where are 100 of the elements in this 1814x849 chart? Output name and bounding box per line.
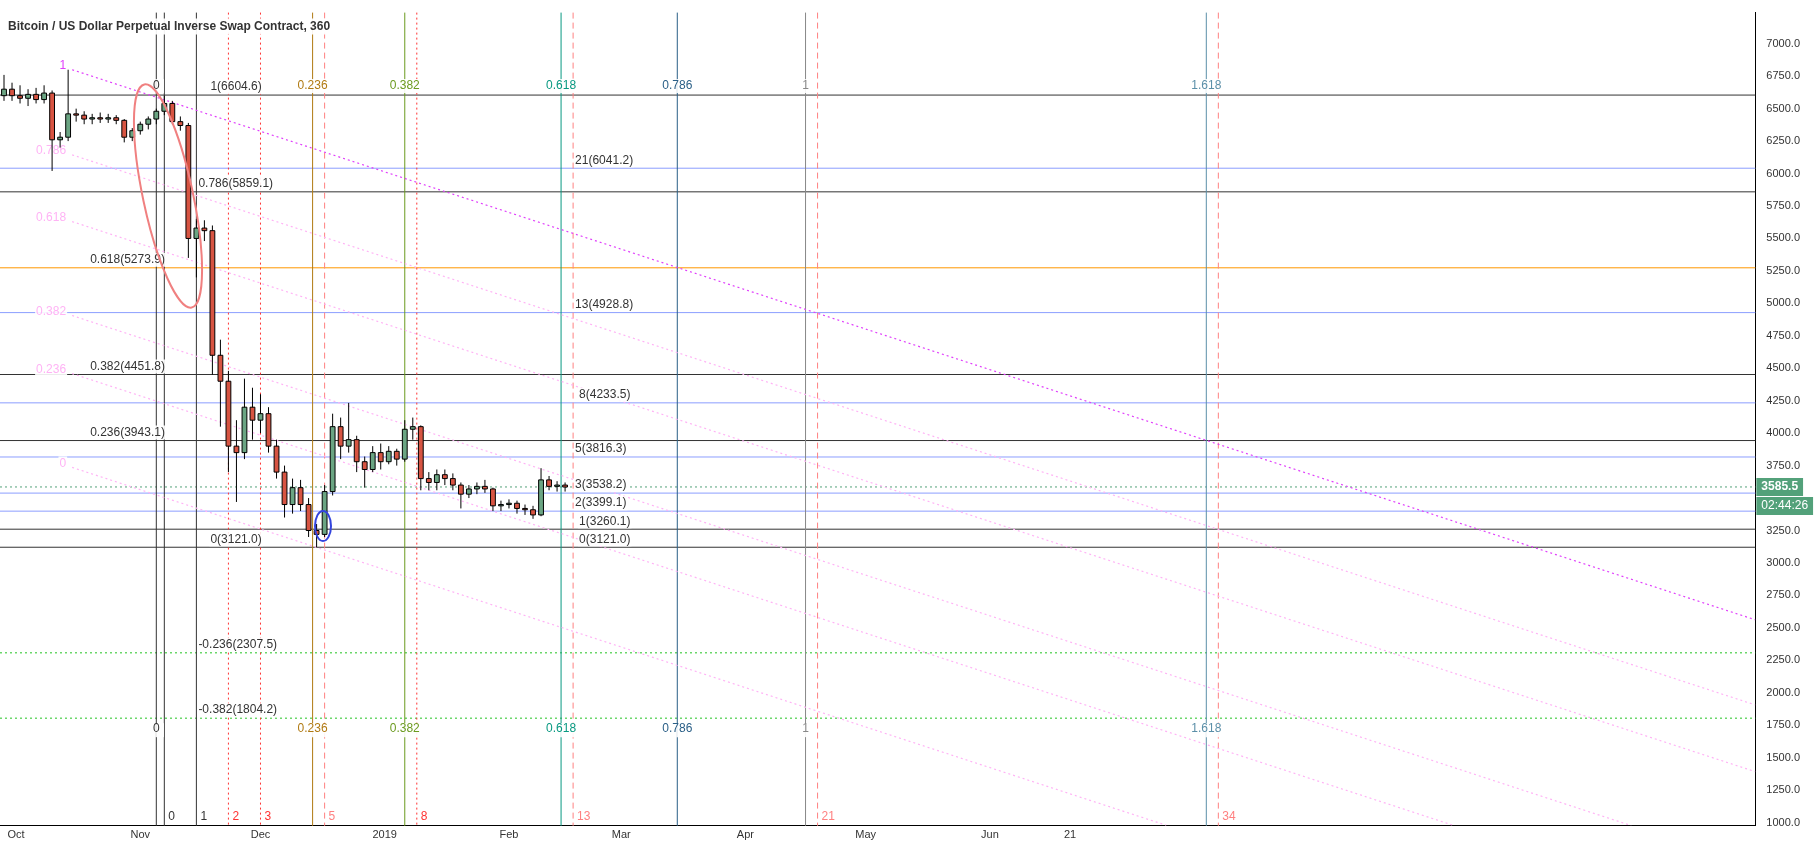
text: 1 [802,78,809,93]
ref-line-label: 1.618 [1191,78,1222,93]
candlestick [514,500,520,515]
candlestick [474,481,480,495]
x-tick-label: Feb [499,828,519,841]
annotation: 1(6604.6) [210,79,262,94]
text: 0.236 [297,721,328,736]
y-tick-label: 4250.0 [1766,393,1801,406]
annotation: 0.786(5859.1) [198,176,274,191]
text: Bitcoin / US Dollar Perpetual Inverse Swap Contract, 360 [8,18,331,33]
y-tick-label: 6750.0 [1766,69,1801,82]
annotation: 3(3538.2) [575,477,627,492]
y-tick-label: 2250.0 [1766,653,1801,666]
candlestick [562,481,568,493]
y-tick-label: 6500.0 [1766,101,1801,114]
text: 0 [152,78,160,93]
y-tick-label: 2000.0 [1766,685,1801,698]
candlestick [297,479,304,512]
candlestick [441,469,448,486]
y-tick-label: 4000.0 [1766,426,1801,439]
text: 0.618 [546,721,577,736]
ref-line-label: 21 [821,809,836,824]
y-tick-label: 5750.0 [1766,199,1801,212]
x-tick-label: Apr [736,828,755,841]
candlestick [377,443,384,470]
ref-line-label: 0.786 [662,78,693,93]
series-label: 0 [59,455,67,470]
x-tick-label: 21 [1063,828,1077,841]
y-tick-label: 3000.0 [1766,555,1801,568]
annotation: 2(3399.1) [575,495,627,510]
y-tick-label: 1250.0 [1766,783,1801,796]
candlestick [369,445,376,473]
ref-line-label: 34 [1222,809,1236,824]
annotation: 1(3260.1) [579,513,631,528]
candlestick [33,87,39,104]
y-tick-label: 5000.0 [1766,296,1801,309]
series-label: 0.382 [36,303,67,318]
candlestick [554,480,560,493]
candlestick [506,498,512,509]
y-tick-label: 1000.0 [1766,815,1801,828]
candlestick [498,500,504,512]
annotation: -0.236(2307.5) [198,637,278,652]
candlestick [522,504,528,516]
ref-line-label: 0 [152,721,160,736]
candlestick [41,84,47,104]
candlestick [65,69,72,142]
candlestick [25,88,31,107]
candlestick [1,74,7,102]
y-tick-label: 2500.0 [1766,620,1801,633]
series-label: 0.236 [36,361,67,376]
ref-line-label: 3585.5 [1761,479,1799,494]
ref-line-label: 0.236 [297,78,328,93]
candlestick [425,471,432,491]
y-tick-label: 2750.0 [1766,588,1801,601]
y-tick-label: 6000.0 [1766,166,1801,179]
annotation: 21(6041.2) [575,152,634,167]
candlestick [482,479,488,494]
candlestick [385,445,392,465]
candlestick [201,219,208,242]
candlestick [289,478,296,515]
x-tick-label: 2019 [372,828,397,841]
y-tick-label: 3250.0 [1766,523,1801,536]
y-tick-label: 4500.0 [1766,361,1801,374]
y-tick-label: 3750.0 [1766,458,1801,471]
y-tick-label: 1750.0 [1766,718,1801,731]
text: 1.618 [1191,721,1222,736]
ref-line-label: 2 [232,809,240,824]
candlestick [17,84,23,104]
ref-line-label: 0.382 [389,78,421,93]
series-label: 1 [59,58,67,73]
y-tick-label: 7000.0 [1766,36,1801,49]
y-tick-label: 1500.0 [1766,750,1801,763]
candlestick [9,82,15,102]
candlestick [409,417,416,441]
annotation: 13(4928.8) [575,296,634,311]
candlestick [193,218,200,278]
ref-line-label: 1 [802,721,810,736]
annotation: 0(3121.0) [210,531,262,546]
text: 0.786 [662,721,693,736]
candlestick [465,484,472,499]
annotation: -0.382(1804.2) [198,702,278,717]
text: 0.382 [389,721,420,736]
annotation: 0.382(4451.8) [90,358,165,373]
candlestick [449,472,456,491]
x-tick-label: Mar [611,828,631,841]
annotation: 8(4233.5) [579,387,631,402]
ref-line-label: 5 [328,809,336,824]
x-tick-label: May [855,828,877,841]
ref-line-label: 8 [420,809,428,824]
ref-line-label: 0.618 [546,78,577,93]
y-tick-label: 4750.0 [1766,328,1801,341]
candlestick [530,505,536,520]
x-tick-label: Nov [130,828,151,841]
ref-line-label: 0 [168,809,176,824]
annotation: 0(3121.0) [579,531,631,546]
candlestick [457,481,464,509]
candlestick [73,108,80,123]
text: 02:44:26 [1761,498,1809,513]
x-tick-label: Jun [981,828,999,841]
y-tick-label: 6250.0 [1766,134,1801,147]
